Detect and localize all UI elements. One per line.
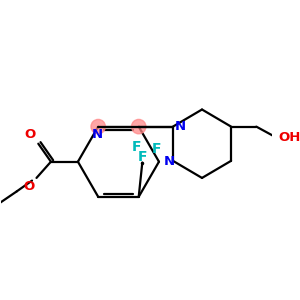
Text: OH: OH bbox=[278, 131, 300, 144]
Text: O: O bbox=[23, 180, 35, 193]
Text: F: F bbox=[151, 142, 161, 156]
Text: O: O bbox=[24, 128, 36, 141]
Text: N: N bbox=[164, 155, 175, 168]
Circle shape bbox=[131, 119, 146, 134]
Text: N: N bbox=[92, 128, 103, 140]
Circle shape bbox=[91, 119, 105, 134]
Text: F: F bbox=[138, 150, 147, 164]
Text: F: F bbox=[132, 140, 141, 154]
Text: N: N bbox=[175, 120, 186, 133]
